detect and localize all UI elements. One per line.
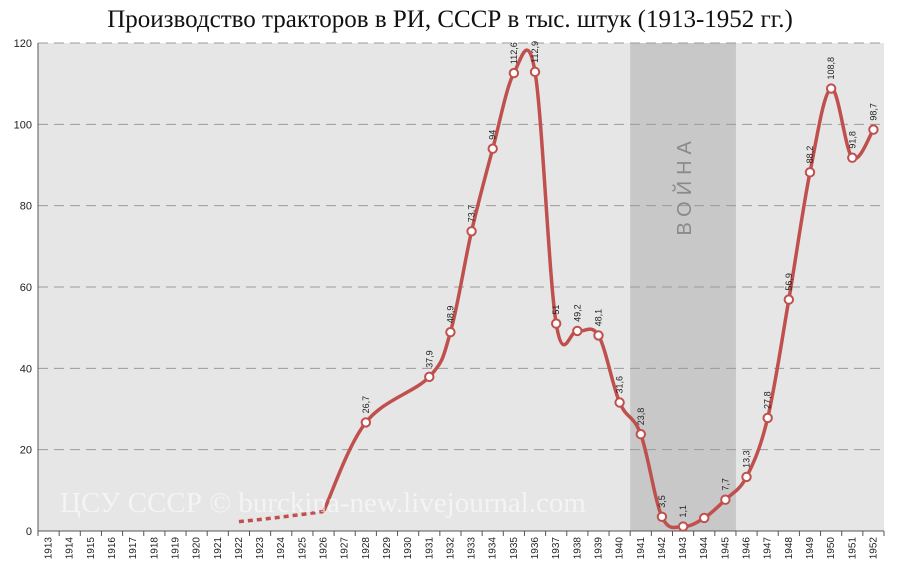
data-label: 7,7	[720, 478, 730, 491]
data-point	[487, 143, 498, 154]
data-point	[699, 512, 710, 524]
x-tick-label: 1916	[107, 537, 118, 560]
data-label: 56,9	[784, 273, 794, 291]
data-point	[804, 167, 816, 178]
y-tick-label: 100	[14, 119, 32, 131]
data-point	[572, 325, 583, 337]
data-label: 73,7	[467, 205, 477, 223]
data-label: 108,8	[826, 57, 836, 80]
x-tick-label: 1924	[276, 537, 287, 560]
y-tick-label: 20	[20, 445, 32, 457]
data-label: 51	[551, 305, 561, 315]
x-tick-label: 1917	[128, 537, 139, 560]
x-tick-label: 1950	[826, 537, 837, 560]
x-tick-label: 1952	[868, 537, 879, 560]
data-point	[656, 511, 668, 522]
x-tick-label: 1933	[467, 537, 478, 560]
x-tick-label: 1944	[699, 537, 710, 560]
data-point	[762, 412, 773, 424]
x-tick-label: 1939	[593, 537, 604, 560]
data-label: 27,8	[763, 391, 773, 409]
data-point	[529, 66, 541, 78]
data-point	[466, 226, 477, 237]
band-label: ВОЙНА	[672, 135, 696, 235]
data-point	[868, 124, 879, 135]
data-label: 1,1	[678, 505, 688, 518]
x-tick-label: 1922	[234, 537, 245, 560]
data-point	[825, 83, 837, 94]
x-tick-label: 1919	[170, 537, 181, 560]
x-tick-label: 1946	[742, 537, 753, 560]
x-tick-label: 1927	[340, 537, 351, 560]
data-point	[720, 494, 731, 505]
data-label: 98,7	[868, 103, 878, 121]
x-tick-label: 1925	[297, 537, 308, 560]
x-tick-label: 1915	[86, 537, 97, 560]
y-tick-label: 40	[20, 363, 32, 375]
y-tick-label: 0	[26, 526, 32, 538]
x-tick-label: 1930	[403, 537, 414, 560]
data-label: 26,7	[361, 396, 371, 414]
data-label: 112,9	[530, 41, 540, 63]
x-tick-label: 1941	[636, 537, 647, 560]
x-tick-label: 1948	[784, 537, 795, 560]
x-tick-label: 1921	[213, 537, 224, 560]
y-tick-label: 120	[14, 38, 32, 50]
y-tick-label: 80	[20, 201, 32, 213]
data-point	[360, 417, 372, 428]
x-tick-label: 1947	[763, 537, 774, 560]
data-label: 94	[488, 130, 498, 140]
dotted-segment	[238, 509, 324, 524]
x-tick-label: 1937	[551, 537, 562, 560]
x-tick-label: 1913	[44, 537, 55, 560]
x-tick-label: 1934	[488, 537, 499, 560]
x-tick-label: 1940	[615, 537, 626, 560]
x-tick-label: 1936	[530, 537, 541, 560]
data-point	[635, 429, 646, 440]
x-tick-label: 1951	[847, 537, 858, 560]
data-point	[445, 326, 456, 338]
data-point	[614, 397, 625, 408]
x-tick-label: 1918	[149, 537, 160, 560]
x-tick-label: 1926	[319, 537, 330, 560]
data-label: 13,3	[742, 450, 752, 468]
data-label: 48,1	[593, 309, 603, 327]
data-point	[593, 330, 604, 341]
data-label: 37,9	[424, 350, 434, 368]
x-tick-label: 1935	[509, 537, 520, 560]
x-tick-label: 1929	[382, 537, 393, 560]
data-label: 31,6	[615, 376, 625, 394]
data-point	[677, 521, 689, 532]
data-point	[847, 152, 858, 163]
x-tick-label: 1932	[445, 537, 456, 560]
x-tick-label: 1949	[805, 537, 816, 560]
data-point	[783, 294, 795, 305]
watermark: ЦСУ СССР © burckina-new.livejournal.com	[60, 487, 586, 519]
x-tick-label: 1942	[657, 537, 668, 560]
x-tick-label: 1914	[65, 537, 76, 560]
x-tick-label: 1938	[572, 537, 583, 560]
data-point	[741, 471, 752, 483]
data-point	[424, 371, 435, 383]
data-point	[550, 318, 562, 329]
chart-title: Производство тракторов в РИ, СССР в тыс.…	[107, 6, 793, 33]
data-point	[508, 67, 520, 79]
data-label: 23,8	[636, 408, 646, 426]
x-tick-label: 1920	[192, 537, 203, 560]
data-label: 91,8	[847, 131, 857, 149]
data-label: 112,6	[509, 42, 519, 64]
data-label: 48,9	[445, 306, 455, 324]
x-tick-label: 1931	[424, 537, 435, 560]
data-label: 3,5	[657, 495, 667, 508]
x-tick-label: 1923	[255, 537, 266, 560]
x-tick-label: 1943	[678, 537, 689, 560]
data-label: 88,2	[805, 146, 815, 164]
x-tick-label: 1928	[361, 537, 372, 560]
x-tick-label: 1945	[720, 537, 731, 560]
y-tick-label: 60	[20, 282, 32, 294]
data-label: 49,2	[572, 304, 582, 322]
